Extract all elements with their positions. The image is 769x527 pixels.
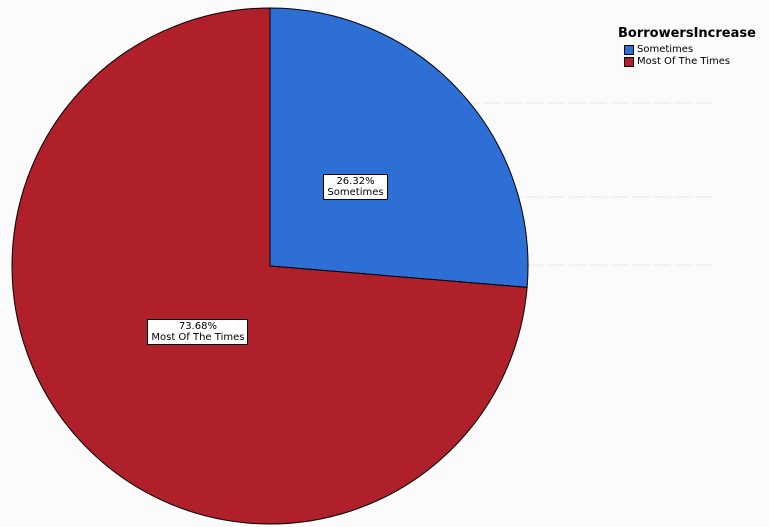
legend-item-sometimes: Sometimes — [624, 44, 756, 56]
legend-title: BorrowersIncrease — [618, 26, 756, 41]
legend-item-most-of-the-times: Most Of The Times — [624, 56, 756, 68]
slice-percent-sometimes: 26.32% — [336, 176, 375, 188]
slice-percent-most-of-the-times: 73.68% — [178, 321, 217, 333]
slice-label-sometimes: 26.32% Sometimes — [323, 174, 388, 201]
pie-slice-sometimes — [269, 7, 529, 288]
pie-slice-most-of-the-times — [11, 7, 528, 525]
legend-label-sometimes: Sometimes — [637, 44, 694, 55]
slice-name-most-of-the-times: Most Of The Times — [151, 332, 245, 344]
slice-name-sometimes: Sometimes — [327, 187, 384, 199]
legend-label-most-of-the-times: Most Of The Times — [637, 56, 731, 67]
legend-swatch-sometimes — [624, 45, 634, 55]
slice-label-most-of-the-times: 73.68% Most Of The Times — [147, 319, 249, 346]
legend-swatch-most-of-the-times — [624, 57, 634, 67]
pie-slices — [11, 7, 529, 525]
legend: BorrowersIncrease Sometimes Most Of The … — [618, 26, 756, 68]
